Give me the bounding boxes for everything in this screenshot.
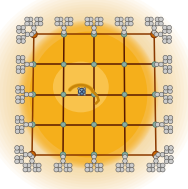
Circle shape: [68, 21, 73, 26]
Circle shape: [23, 167, 27, 172]
Circle shape: [163, 29, 167, 33]
Circle shape: [164, 156, 169, 160]
Circle shape: [33, 163, 38, 168]
Circle shape: [160, 122, 164, 127]
Circle shape: [168, 99, 172, 104]
Circle shape: [164, 129, 168, 134]
Circle shape: [167, 25, 171, 30]
Circle shape: [24, 122, 28, 127]
Circle shape: [168, 89, 172, 94]
Circle shape: [19, 149, 24, 154]
Circle shape: [28, 21, 33, 26]
Circle shape: [91, 152, 97, 157]
Circle shape: [168, 115, 173, 120]
Circle shape: [164, 95, 168, 100]
Circle shape: [20, 119, 24, 124]
Ellipse shape: [24, 25, 153, 164]
Circle shape: [28, 122, 33, 127]
Circle shape: [29, 32, 34, 37]
Ellipse shape: [29, 32, 147, 157]
Circle shape: [36, 167, 41, 172]
Circle shape: [67, 167, 72, 172]
Circle shape: [169, 156, 173, 160]
Circle shape: [21, 39, 25, 43]
Circle shape: [91, 32, 97, 37]
Circle shape: [89, 163, 93, 168]
Circle shape: [159, 62, 163, 67]
Circle shape: [25, 32, 30, 37]
Circle shape: [61, 122, 66, 127]
Circle shape: [157, 163, 161, 168]
Circle shape: [122, 122, 127, 127]
Circle shape: [19, 156, 24, 160]
Circle shape: [159, 92, 164, 97]
Circle shape: [20, 89, 24, 94]
Ellipse shape: [25, 26, 151, 163]
Circle shape: [16, 65, 21, 70]
Circle shape: [16, 59, 21, 64]
Circle shape: [20, 65, 25, 70]
Circle shape: [163, 39, 167, 43]
Circle shape: [161, 163, 165, 168]
Circle shape: [116, 163, 121, 168]
Circle shape: [20, 99, 24, 104]
Circle shape: [19, 159, 24, 164]
Circle shape: [58, 163, 62, 168]
Circle shape: [122, 62, 127, 67]
Ellipse shape: [23, 24, 154, 165]
Circle shape: [164, 115, 168, 120]
Circle shape: [20, 59, 25, 64]
Circle shape: [54, 163, 58, 168]
Circle shape: [89, 167, 93, 172]
Circle shape: [168, 95, 172, 100]
Circle shape: [30, 31, 37, 38]
Circle shape: [61, 32, 67, 37]
Ellipse shape: [0, 0, 184, 189]
Ellipse shape: [24, 25, 152, 164]
Circle shape: [67, 163, 72, 168]
Circle shape: [25, 21, 29, 26]
Circle shape: [29, 151, 35, 158]
Circle shape: [20, 95, 24, 100]
Circle shape: [29, 92, 33, 97]
Circle shape: [89, 17, 93, 22]
Circle shape: [89, 21, 93, 26]
Circle shape: [164, 125, 168, 130]
Circle shape: [155, 17, 160, 22]
Circle shape: [164, 119, 168, 124]
Ellipse shape: [6, 10, 171, 179]
Circle shape: [20, 115, 24, 120]
Circle shape: [35, 21, 39, 26]
Circle shape: [154, 155, 158, 159]
Circle shape: [25, 62, 29, 67]
Circle shape: [16, 99, 20, 104]
Circle shape: [92, 155, 96, 159]
Circle shape: [15, 159, 19, 164]
Ellipse shape: [53, 62, 109, 112]
Circle shape: [126, 167, 130, 172]
Circle shape: [32, 30, 36, 34]
Circle shape: [99, 21, 103, 26]
Circle shape: [156, 152, 160, 157]
Circle shape: [155, 122, 160, 127]
Circle shape: [150, 163, 155, 168]
Circle shape: [151, 31, 158, 38]
Circle shape: [145, 17, 150, 22]
Circle shape: [92, 30, 96, 34]
Circle shape: [164, 99, 168, 104]
Circle shape: [36, 163, 41, 168]
Circle shape: [20, 69, 25, 74]
Circle shape: [167, 69, 172, 74]
Circle shape: [168, 85, 172, 90]
Circle shape: [28, 17, 33, 22]
Circle shape: [21, 25, 25, 30]
Ellipse shape: [16, 18, 161, 171]
Circle shape: [119, 21, 123, 26]
Circle shape: [99, 17, 103, 22]
Circle shape: [16, 89, 20, 94]
Circle shape: [149, 21, 153, 26]
Circle shape: [155, 62, 159, 67]
Circle shape: [15, 156, 19, 160]
Circle shape: [60, 152, 66, 157]
